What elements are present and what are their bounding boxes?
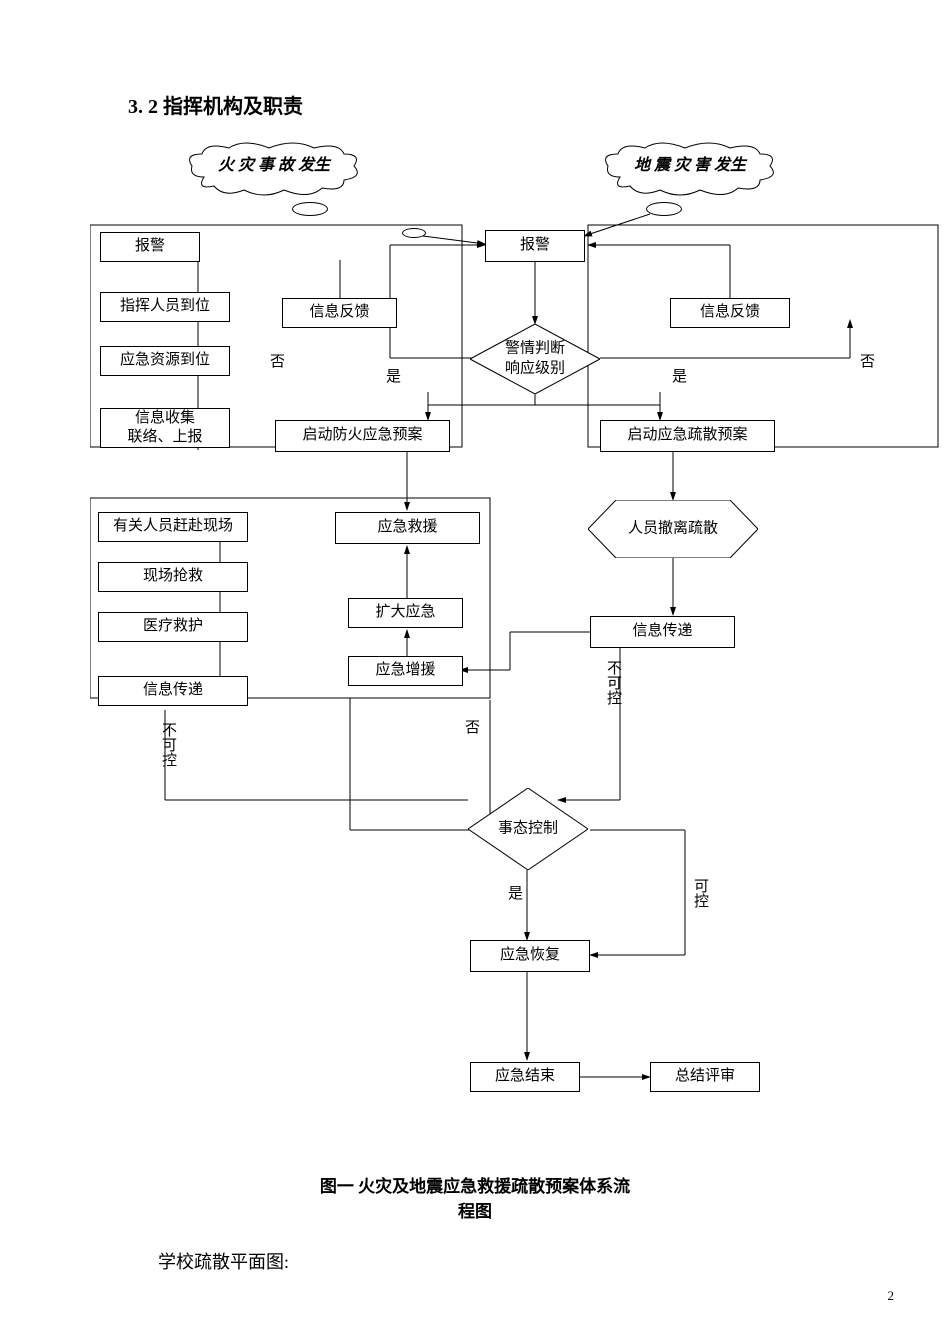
box-start-evac: 启动应急疏散预案: [600, 420, 775, 452]
label-yes-left: 是: [386, 365, 401, 386]
box-feedback-left: 信息反馈: [282, 298, 397, 328]
label-uncontrol-right: 不可控: [603, 660, 624, 705]
box-collect: 信息收集 联络、上报: [100, 408, 230, 448]
box-resources: 应急资源到位: [100, 346, 230, 376]
box-recover: 应急恢复: [470, 940, 590, 972]
hexagon-evacuate: 人员撤离疏散: [588, 500, 758, 558]
box-start-fire: 启动防火应急预案: [275, 420, 450, 452]
bubble-quake-1: [646, 202, 682, 216]
box-end: 应急结束: [470, 1062, 580, 1092]
cloud-fire: 火 灾 事 故 发生: [184, 142, 364, 200]
label-controllable: 可控: [690, 878, 711, 908]
cloud-fire-text: 火 灾 事 故 发生: [184, 142, 364, 175]
section-heading: 3. 2 指挥机构及职责: [128, 90, 303, 119]
label-no-center: 否: [465, 716, 480, 737]
label-no-left: 否: [270, 350, 285, 371]
diamond-judge: 警情判断 响应级别: [470, 324, 600, 394]
label-no-right: 否: [860, 350, 875, 371]
box-arrive: 有关人员赶赴现场: [98, 512, 248, 542]
box-info-right: 信息传递: [590, 616, 735, 648]
bubble-fire-2: [402, 228, 426, 238]
box-onsite: 现场抢救: [98, 562, 248, 592]
figure-caption: 图一 火灾及地震应急救援疏散预案体系流 程图: [0, 1172, 950, 1222]
label-uncontrol-left: 不可控: [158, 722, 179, 767]
box-medical: 医疗救护: [98, 612, 248, 642]
box-rescue: 应急救援: [335, 512, 480, 544]
box-expand: 扩大应急: [348, 598, 463, 628]
box-info-left: 信息传递: [98, 676, 248, 706]
label-yes-bottom: 是: [508, 882, 523, 903]
box-alarm-right: 报警: [485, 230, 585, 262]
label-yes-right: 是: [672, 365, 687, 386]
cloud-quake-text: 地 震 灾 害 发生: [600, 142, 780, 175]
caption-line1: 图一 火灾及地震应急救援疏散预案体系流: [320, 1177, 630, 1196]
box-review: 总结评审: [650, 1062, 760, 1092]
box-reinforce: 应急增援: [348, 656, 463, 686]
diamond-judge-text: 警情判断 响应级别: [470, 340, 600, 379]
diamond-control-text: 事态控制: [468, 819, 588, 839]
hexagon-evacuate-text: 人员撤离疏散: [588, 519, 758, 539]
caption-line2: 程图: [458, 1202, 492, 1221]
page-number: 2: [888, 1288, 895, 1304]
box-alarm-left: 报警: [100, 232, 200, 262]
bubble-fire-1: [292, 202, 328, 216]
box-feedback-right: 信息反馈: [670, 298, 790, 328]
diamond-control: 事态控制: [468, 788, 588, 870]
box-commanders: 指挥人员到位: [100, 292, 230, 322]
flowchart-diagram: 火 灾 事 故 发生 地 震 灾 害 发生: [90, 140, 860, 1160]
cloud-quake: 地 震 灾 害 发生: [600, 142, 780, 200]
footer-text: 学校疏散平面图:: [158, 1248, 289, 1274]
